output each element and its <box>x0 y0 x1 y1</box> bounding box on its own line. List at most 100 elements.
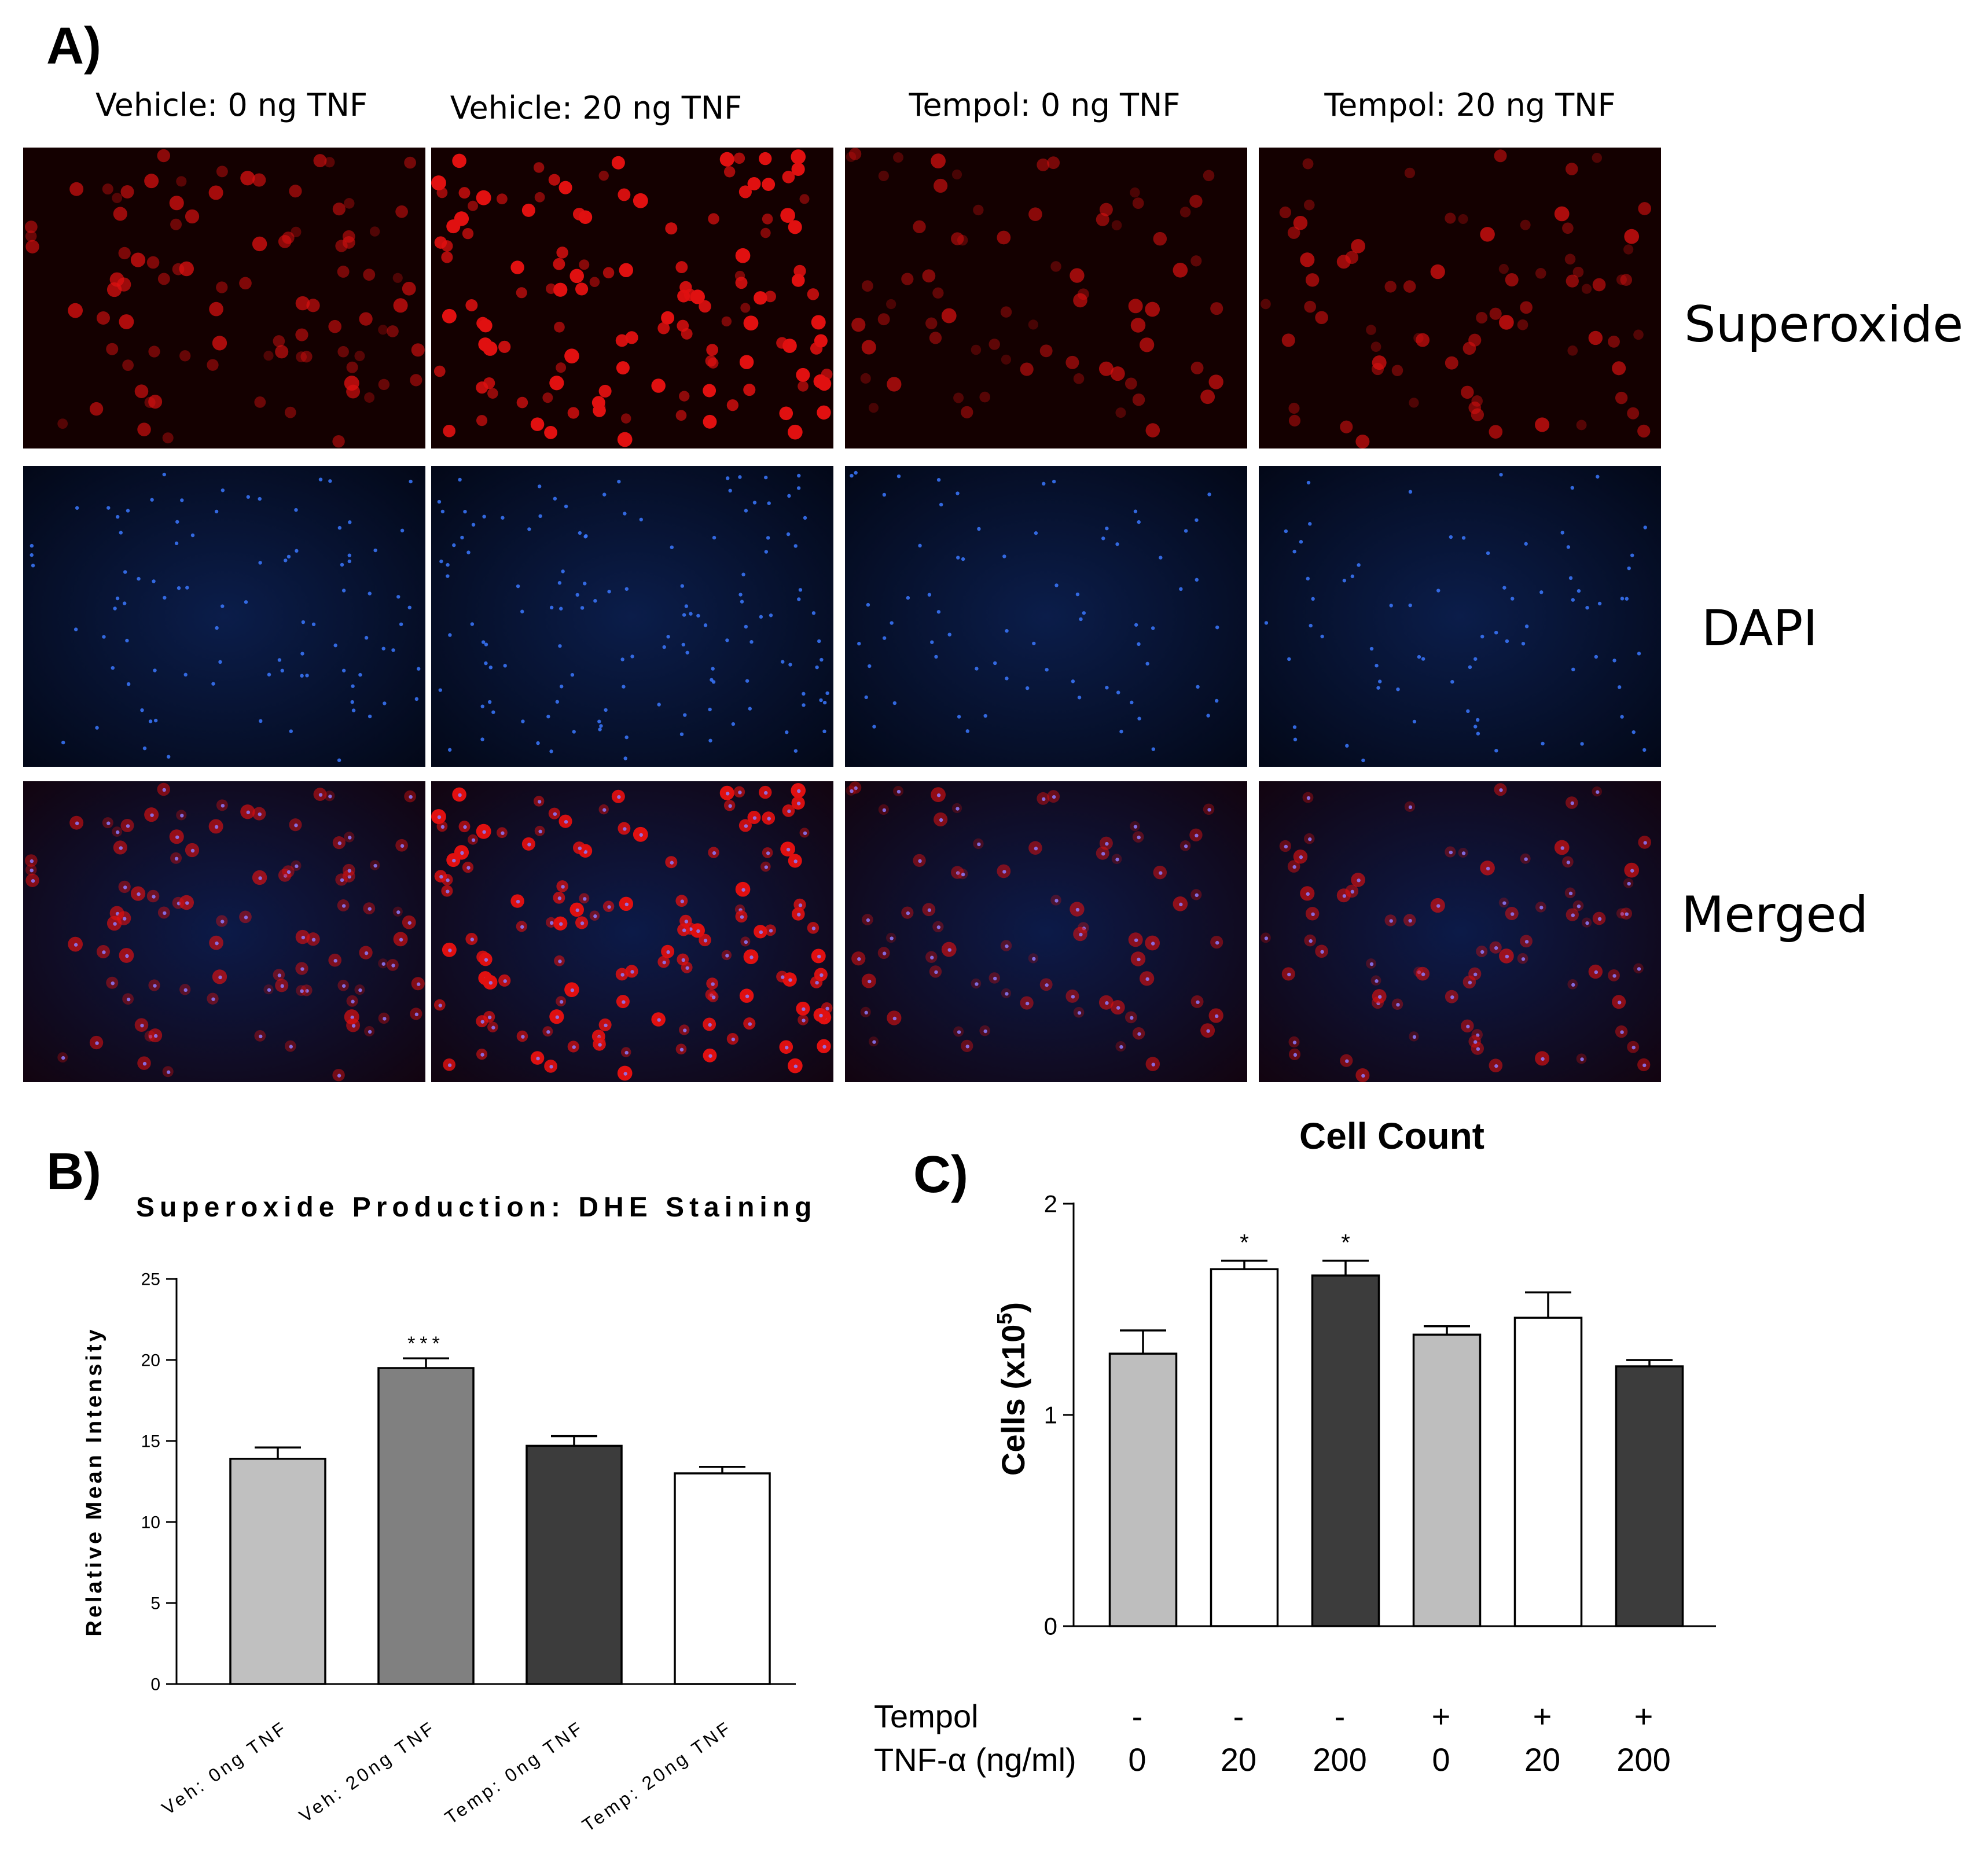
nucleus-dot <box>30 553 34 557</box>
nucleus-dot <box>1284 844 1288 849</box>
cell-dot <box>934 178 948 193</box>
nucleus-dot <box>137 892 141 896</box>
cell-dot <box>726 399 739 411</box>
micrograph-dapi-3 <box>845 466 1247 767</box>
nucleus-dot <box>593 914 597 918</box>
nucleus-dot <box>311 937 316 942</box>
nucleus-dot <box>583 897 587 901</box>
nucleus-dot <box>764 791 768 795</box>
nucleus-dot <box>538 829 542 834</box>
nucleus-dot <box>123 570 127 574</box>
nucleus-dot <box>741 888 745 892</box>
nucleus-dot <box>820 973 824 977</box>
nucleus-dot <box>391 964 395 968</box>
nucleus-dot <box>458 477 462 482</box>
nucleus-dot <box>1308 522 1312 526</box>
micrograph-merged-1 <box>23 781 425 1082</box>
nucleus-dot <box>580 921 585 925</box>
cell-dot <box>780 208 795 223</box>
cell-dot <box>922 269 936 283</box>
cell-dot <box>1445 212 1456 224</box>
nucleus-dot <box>364 635 369 640</box>
nucleus-dot <box>142 1061 147 1066</box>
nucleus-dot <box>662 645 666 649</box>
nucleus-dot <box>749 640 754 644</box>
nucleus-dot <box>480 704 484 708</box>
nucleus-dot <box>1637 652 1641 656</box>
nucleus-dot <box>491 710 495 714</box>
row-label-merged: Merged <box>1681 886 1868 944</box>
nucleus-dot <box>1025 686 1030 690</box>
nucleus-dot <box>682 613 686 617</box>
nucleus-dot <box>930 955 934 959</box>
nucleus-dot <box>788 663 792 667</box>
nucleus-dot <box>868 664 872 668</box>
nucleus-dot <box>1292 1041 1297 1045</box>
nucleus-dot <box>712 851 716 855</box>
nucleus-dot <box>570 672 575 677</box>
cell-dot <box>324 157 335 168</box>
cell-dot <box>1366 325 1376 335</box>
nucleus-dot <box>1134 938 1138 942</box>
nucleus-dot <box>1071 995 1075 999</box>
nucleus-dot <box>1350 574 1355 579</box>
nucleus-dot <box>583 535 587 539</box>
nucleus-dot <box>575 908 579 913</box>
cell-dot <box>679 391 690 402</box>
cell-dot <box>395 205 408 218</box>
cell-dot <box>1564 253 1576 265</box>
nucleus-dot <box>1412 719 1417 724</box>
nucleus-dot <box>1311 912 1315 917</box>
cell-dot <box>263 351 274 361</box>
nucleus-dot <box>140 1023 144 1028</box>
nucleus-dot <box>725 638 729 642</box>
nucleus-dot <box>748 1022 752 1026</box>
nucleus-dot <box>214 825 219 829</box>
nucleus-dot <box>711 667 715 671</box>
cell-dot <box>1028 207 1042 222</box>
micrograph-superoxide-2 <box>431 148 833 448</box>
nucleus-dot <box>1494 630 1498 635</box>
nucleus-dot <box>407 921 411 925</box>
nucleus-dot <box>602 492 607 497</box>
nucleus-dot <box>559 685 564 689</box>
nucleus-dot <box>142 746 147 751</box>
cell-dot <box>740 303 751 313</box>
cell-dot <box>1179 207 1191 218</box>
nucleus-dot <box>368 1030 372 1034</box>
nucleus-dot <box>1643 841 1647 845</box>
cell-dot <box>1566 163 1578 175</box>
nucleus-dot <box>872 1040 876 1044</box>
nucleus-dot <box>396 910 400 914</box>
nucleus-dot <box>607 590 611 594</box>
nucleus-dot <box>977 527 981 531</box>
nucleus-dot <box>599 724 603 728</box>
cell-dot <box>119 314 134 329</box>
nucleus-dot <box>484 642 488 646</box>
nucleus-dot <box>391 648 395 652</box>
nucleus-dot <box>267 672 271 677</box>
cell-dot <box>1592 153 1603 163</box>
cell-dot <box>877 313 890 326</box>
cell-dot <box>284 406 296 418</box>
micrograph-background <box>845 781 1247 1082</box>
cell-dot <box>1098 361 1114 376</box>
cell-dot <box>821 368 833 380</box>
cell-dot <box>157 149 171 163</box>
nucleus-dot <box>1137 642 1141 646</box>
nucleus-dot <box>956 807 960 811</box>
cell-dot <box>951 169 962 180</box>
nucleus-dot <box>1566 545 1571 549</box>
chart-c-bar <box>1412 1333 1482 1627</box>
cell-dot <box>1430 264 1445 280</box>
nucleus-dot <box>437 499 442 504</box>
nucleus-dot <box>1206 714 1210 718</box>
cell-dot <box>549 376 564 391</box>
micrograph-background <box>845 148 1247 448</box>
nucleus-dot <box>623 1072 627 1076</box>
nucleus-dot <box>1082 611 1086 615</box>
cell-dot <box>1458 214 1468 224</box>
nucleus-dot <box>578 531 582 535</box>
nucleus-dot <box>598 727 602 731</box>
nucleus-dot <box>559 606 563 611</box>
